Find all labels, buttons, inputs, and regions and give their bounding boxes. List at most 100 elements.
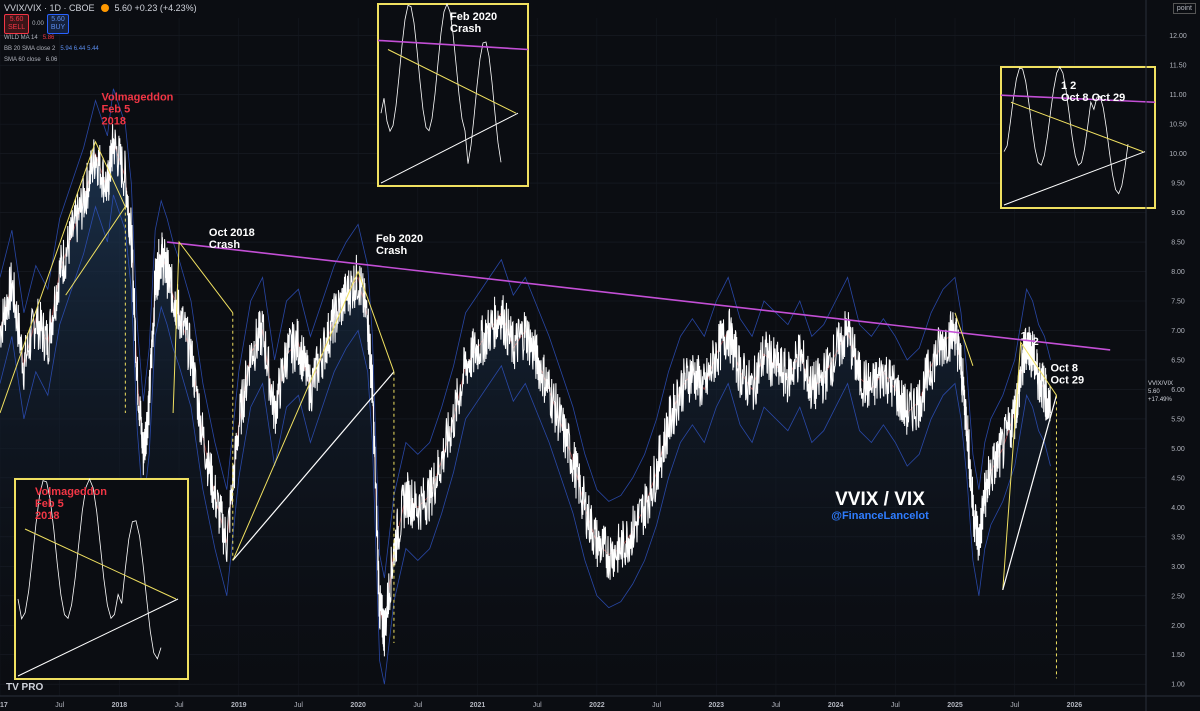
x-tick-label: 2025 xyxy=(947,702,963,709)
inset-frame xyxy=(14,478,189,680)
x-tick-label: 2019 xyxy=(231,702,247,709)
y-tick-label: 7.50 xyxy=(1171,298,1185,305)
inset-support-line xyxy=(380,112,519,184)
trend-triangle xyxy=(232,270,395,561)
last-price-change: +17.49% xyxy=(1148,397,1172,403)
buy-label: BUY xyxy=(50,24,66,31)
inset-series xyxy=(17,477,162,660)
annotation-label: Oct 29 xyxy=(1051,375,1085,387)
indicator-value: 5.86 xyxy=(42,35,55,41)
x-tick-label: 2020 xyxy=(350,702,366,709)
series-line xyxy=(0,124,1051,657)
support-line xyxy=(1002,395,1058,591)
chart-title: VVIX / VIX xyxy=(835,489,925,510)
x-tick-label: 2018 xyxy=(112,702,128,709)
trend-triangle xyxy=(0,140,126,414)
status-dot-icon xyxy=(100,4,109,12)
series-area-fill xyxy=(0,124,1051,697)
inset-resistance xyxy=(1000,94,1156,104)
zoom-inset: Volmageddon Feb 5 2018 xyxy=(14,477,189,680)
trend-triangle xyxy=(172,240,234,414)
symbol-header: VVIX/VIX · 1D · CBOE 5.60 +0.23 (+4.23%) xyxy=(4,3,197,13)
quote-value: 5.60 +0.23 (+4.23%) xyxy=(114,3,197,13)
price-axis-unit[interactable]: point xyxy=(1172,3,1196,14)
order-buttons: 5.60 SELL 0.00 5.60 BUY xyxy=(4,14,70,34)
y-tick-label: 11.00 xyxy=(1170,92,1187,99)
indicator-sma[interactable]: SMA 60 close 6.06 xyxy=(4,57,57,63)
x-tick-label: Jul xyxy=(652,702,661,709)
y-tick-label: 2.00 xyxy=(1171,623,1185,630)
x-tick-label: Jul xyxy=(294,702,303,709)
indicator-label: SMA 60 close xyxy=(4,57,41,63)
tradingview-logo: TV PRO xyxy=(6,682,44,693)
y-tick-label: 9.50 xyxy=(1171,181,1185,188)
y-tick-label: 8.50 xyxy=(1171,240,1185,247)
resistance-line xyxy=(167,241,1111,351)
y-tick-label: 4.50 xyxy=(1171,475,1185,482)
y-tick-label: 4.00 xyxy=(1171,505,1185,512)
bb-upper xyxy=(0,88,1051,579)
annotation-label: Feb 2020 Crash xyxy=(376,233,423,257)
inset-title: Feb 2020 Crash xyxy=(450,11,497,35)
y-tick-label: 6.50 xyxy=(1171,357,1185,364)
buy-price: 5.60 xyxy=(51,16,65,23)
indicator-label: BB 20 SMA close 2 xyxy=(4,46,56,52)
inset-triangle xyxy=(1010,101,1144,153)
x-tick-label: 2017 xyxy=(0,702,8,709)
support-line xyxy=(232,371,395,561)
price-axis: 1.00 1.50 2.00 2.50 3.00 3.50 4.00 4.50 5.00 5.50… xyxy=(1145,0,1187,711)
indicator-bb[interactable]: BB 20 SMA close 2 5.94 6.44 5.44 xyxy=(4,46,99,52)
trend-overlays xyxy=(0,140,1111,679)
zoom-insets: Feb 2020 Crash Volmageddon Feb 5 2018 1 2 Oct … xyxy=(14,2,1156,680)
indicator-wild-ma[interactable]: WILD MA 14 5.86 xyxy=(4,35,54,41)
series-area xyxy=(0,124,1051,697)
x-tick-label: Jul xyxy=(891,702,900,709)
last-price-value: 5.60 xyxy=(1148,389,1160,395)
y-tick-label: 12.00 xyxy=(1169,33,1187,40)
x-tick-label: Jul xyxy=(175,702,184,709)
x-tick-label: Jul xyxy=(771,702,780,709)
trend-triangle xyxy=(1002,340,1057,590)
inset-support-line xyxy=(1003,151,1146,206)
inset-frame xyxy=(1000,66,1156,209)
y-tick-label: 1.50 xyxy=(1171,652,1185,659)
annotation-label: 2 xyxy=(1033,336,1039,348)
series-lines xyxy=(0,124,1051,657)
annotation-label: Volmageddon Feb 5 2018 xyxy=(101,92,173,128)
inset-triangle xyxy=(387,49,517,114)
inset-triangle xyxy=(24,528,177,600)
chart-subtitle: @FinanceLancelot xyxy=(831,510,929,522)
sell-button[interactable]: 5.60 SELL xyxy=(4,14,30,34)
y-tick-label: 5.50 xyxy=(1171,416,1185,423)
trend-triangle xyxy=(954,312,974,366)
spread-value: 0.00 xyxy=(32,21,44,27)
y-tick-label: 10.50 xyxy=(1169,122,1187,129)
y-tick-label: 3.00 xyxy=(1171,564,1185,571)
last-price-tag: VVIX/VIX 5.60 +17.49% xyxy=(1148,380,1173,404)
symbol-title[interactable]: VVIX/VIX · 1D · CBOE xyxy=(4,3,95,13)
y-tick-label: 9.00 xyxy=(1171,210,1185,217)
x-tick-label: 2024 xyxy=(828,702,844,709)
zoom-inset: Feb 2020 Crash xyxy=(377,2,529,187)
annotation-label: 1 xyxy=(1021,330,1027,342)
indicator-value: 5.94 6.44 5.44 xyxy=(60,46,99,52)
bb-lower xyxy=(0,194,1051,685)
annotation-label: Oct 8 xyxy=(1051,363,1079,375)
last-price-label: VVIX/VIX xyxy=(1148,381,1174,387)
y-tick-label: 3.50 xyxy=(1171,534,1185,541)
x-tick-label: Jul xyxy=(1010,702,1019,709)
y-tick-label: 10.00 xyxy=(1169,151,1187,158)
indicator-label: WILD MA 14 xyxy=(4,35,38,41)
sell-label: SELL xyxy=(8,24,26,31)
annotation-label: Oct 2018 Crash xyxy=(209,227,255,251)
inset-series xyxy=(1003,66,1129,195)
x-tick-label: 2023 xyxy=(708,702,724,709)
buy-button[interactable]: 5.60 BUY xyxy=(46,14,70,34)
x-tick-label: Jul xyxy=(55,702,64,709)
y-tick-label: 2.50 xyxy=(1171,593,1185,600)
indicator-value: 6.06 xyxy=(45,57,58,63)
y-tick-label: 6.00 xyxy=(1171,387,1185,394)
x-tick-label: 2021 xyxy=(470,702,486,709)
x-tick-label: 2026 xyxy=(1067,702,1083,709)
